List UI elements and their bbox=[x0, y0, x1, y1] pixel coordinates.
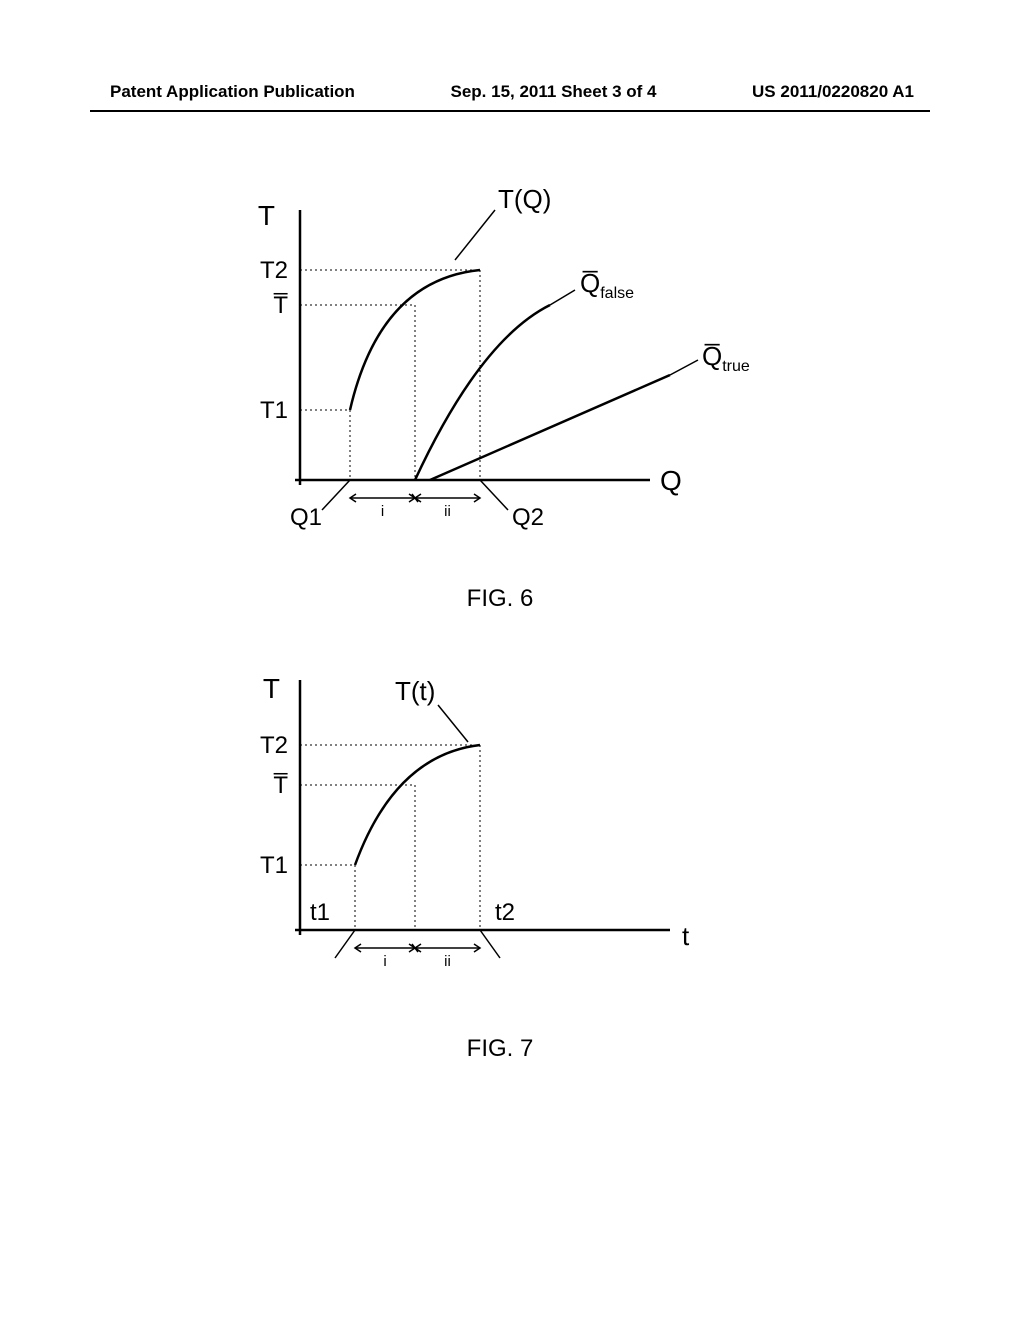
svg-text:Q2: Q2 bbox=[512, 504, 544, 531]
svg-text:Q̅true: Q̅true bbox=[702, 341, 750, 375]
svg-text:t1: t1 bbox=[310, 899, 330, 926]
svg-text:ii: ii bbox=[444, 953, 451, 970]
figure-6: T2T̅T1TQT(Q)Q̅falseQ̅trueQ1Q2iii FIG. 6 bbox=[220, 180, 780, 613]
svg-text:T1: T1 bbox=[260, 852, 288, 879]
svg-text:T̅: T̅ bbox=[273, 292, 288, 319]
svg-text:Q1: Q1 bbox=[290, 504, 322, 531]
svg-text:i: i bbox=[381, 503, 384, 520]
svg-text:T2: T2 bbox=[260, 732, 288, 759]
figure-6-svg: T2T̅T1TQT(Q)Q̅falseQ̅trueQ1Q2iii bbox=[220, 180, 780, 560]
svg-text:T1: T1 bbox=[260, 397, 288, 424]
svg-text:T(t): T(t) bbox=[395, 676, 435, 706]
header-left: Patent Application Publication bbox=[110, 82, 355, 102]
svg-text:i: i bbox=[383, 953, 386, 970]
svg-text:T2: T2 bbox=[260, 257, 288, 284]
header-right: US 2011/0220820 A1 bbox=[752, 82, 914, 102]
svg-text:T̅: T̅ bbox=[273, 772, 288, 799]
svg-text:T: T bbox=[263, 673, 280, 704]
svg-text:Q: Q bbox=[660, 465, 682, 496]
svg-text:T: T bbox=[258, 200, 275, 231]
svg-text:t2: t2 bbox=[495, 899, 515, 926]
svg-text:t: t bbox=[682, 921, 690, 951]
svg-text:ii: ii bbox=[444, 503, 451, 520]
header-center: Sep. 15, 2011 Sheet 3 of 4 bbox=[450, 82, 656, 102]
page-header: Patent Application Publication Sep. 15, … bbox=[0, 82, 1024, 102]
header-rule bbox=[90, 110, 930, 112]
figure-7-svg: T2T̅T1TtT(t)t1t2iii bbox=[220, 650, 780, 1010]
svg-text:T(Q): T(Q) bbox=[498, 184, 551, 214]
figure-7-caption: FIG. 7 bbox=[220, 1035, 780, 1063]
figure-6-caption: FIG. 6 bbox=[220, 585, 780, 613]
svg-text:Q̅false: Q̅false bbox=[580, 268, 634, 302]
figure-7: T2T̅T1TtT(t)t1t2iii FIG. 7 bbox=[220, 650, 780, 1063]
